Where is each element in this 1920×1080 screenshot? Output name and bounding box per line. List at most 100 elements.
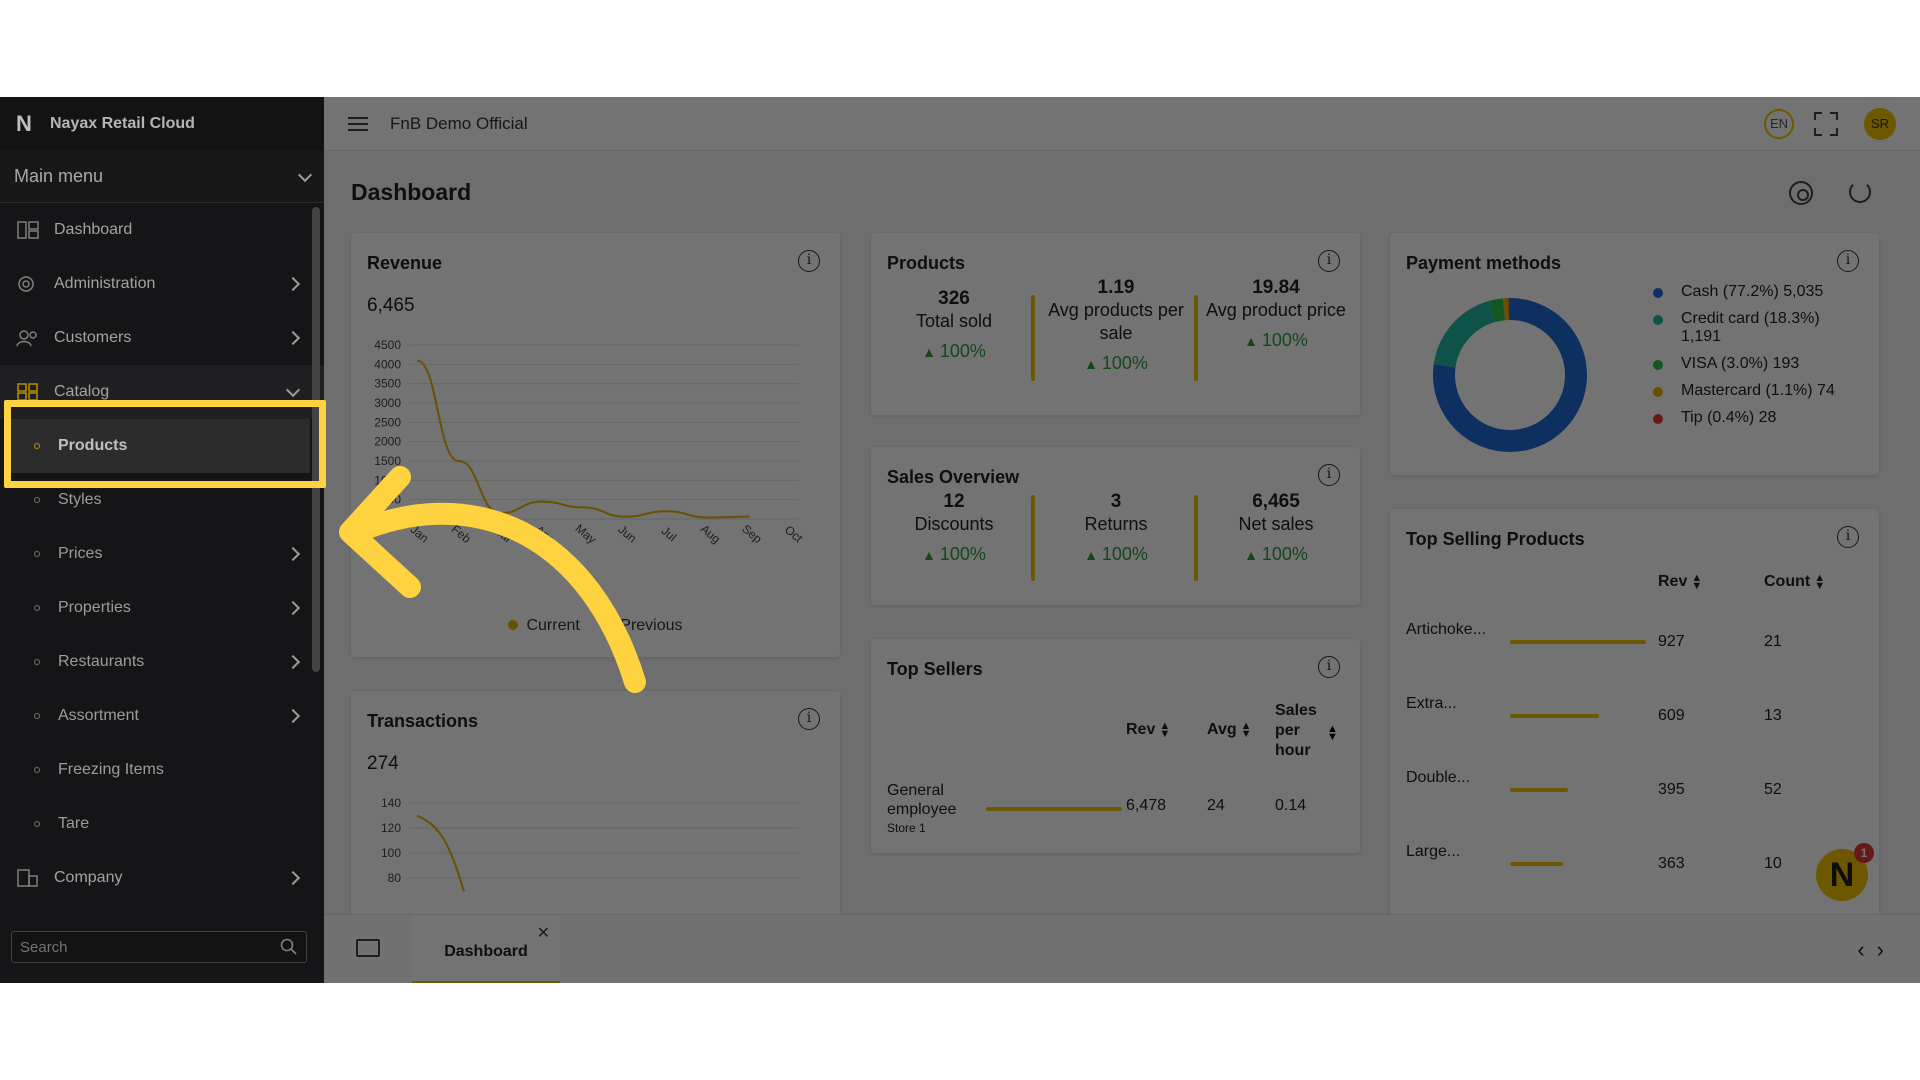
stat-change: 100% <box>1201 544 1351 565</box>
refresh-icon[interactable] <box>1849 181 1871 203</box>
main-menu-selector[interactable]: Main menu <box>0 151 324 203</box>
sidebar-scrollbar[interactable] <box>312 207 320 672</box>
x-tick-label: Sep <box>739 522 765 547</box>
seller-rev: 6,478 <box>1126 797 1167 814</box>
bullet-icon <box>34 767 40 773</box>
info-icon[interactable]: i <box>1318 464 1340 486</box>
y-tick-label: 120 <box>381 821 401 835</box>
info-icon[interactable]: i <box>1837 250 1859 272</box>
col-header-rev[interactable]: Rev ▲ ▼ <box>1658 572 1702 591</box>
x-tick-label: Oct <box>782 523 806 546</box>
payment-methods-card: Payment methods i Cash (77.2%) 5,035 Cre… <box>1390 233 1879 475</box>
stat-avg-products-per-sale: 1.19 Avg products per sale 100% <box>1036 277 1196 374</box>
fullscreen-icon[interactable] <box>1814 111 1838 136</box>
sidebar-item-company[interactable]: Company <box>0 851 324 905</box>
sidebar-subitem-properties[interactable]: Properties <box>0 581 324 635</box>
product-name: Extra... <box>1406 695 1457 712</box>
product-name: Large... <box>1406 843 1461 860</box>
sidebar-item-label: Administration <box>54 275 156 292</box>
col-header-sales-per-hour[interactable]: Sales per hour <box>1275 701 1323 761</box>
stat-label: Net sales <box>1238 514 1314 534</box>
info-icon[interactable]: i <box>1318 250 1340 272</box>
seller-store: Store 1 <box>887 821 926 835</box>
stat-change: 100% <box>1036 544 1196 565</box>
stat-label: Avg products per sale <box>1048 300 1184 343</box>
bullet-icon <box>34 443 40 449</box>
sidebar-item-dashboard[interactable]: Dashboard <box>0 203 324 257</box>
legend-swatch <box>1653 288 1663 298</box>
support-chat-button[interactable]: N 1 <box>1816 843 1874 901</box>
open-tabs-icon[interactable] <box>356 939 380 957</box>
info-icon[interactable]: i <box>1318 656 1340 678</box>
legend-swatch <box>1653 387 1663 397</box>
stat-value: 6,465 <box>1252 491 1300 512</box>
seller-avg: 24 <box>1207 797 1225 814</box>
transactions-total: 274 <box>367 753 399 774</box>
sidebar-subitem-label: Tare <box>58 815 90 832</box>
col-header-avg[interactable]: Avg ▲ ▼ <box>1207 720 1252 739</box>
sidebar-item-administration[interactable]: Administration <box>0 257 324 311</box>
sidebar-subitem-prices[interactable]: Prices <box>0 527 324 581</box>
stat-label: Returns <box>1084 514 1148 534</box>
sidebar-subitem-freezing-items[interactable]: Freezing Items <box>0 743 324 797</box>
sidebar-search-input[interactable]: Search <box>11 931 307 963</box>
bullet-icon <box>34 713 40 719</box>
language-switcher[interactable]: EN <box>1764 108 1794 139</box>
product-rev-bar <box>1510 788 1568 792</box>
chevron-down-icon <box>285 382 301 398</box>
info-icon[interactable]: i <box>1837 526 1859 548</box>
top-sellers-card: Top Sellers i Rev ▲ ▼ Avg ▲ ▼ Sales per hour… <box>871 639 1360 853</box>
stat-returns: 3 Returns 100% <box>1036 491 1196 565</box>
sidebar-subitem-label: Freezing Items <box>58 761 164 778</box>
product-name: Double... <box>1406 769 1471 786</box>
legend-row-mastercard: Mastercard (1.1%) 74 <box>1653 382 1863 400</box>
tab-pager-arrows[interactable]: ‹› <box>1857 937 1896 962</box>
chevron-right-icon <box>285 600 301 616</box>
stat-change: 100% <box>891 341 1017 362</box>
legend-label: VISA (3.0%) 193 <box>1681 355 1800 372</box>
stat-separator <box>1031 495 1035 581</box>
y-tick-label: 2500 <box>374 415 401 429</box>
chevron-right-icon <box>285 546 301 562</box>
sidebar-item-label: Catalog <box>54 383 110 400</box>
sort-icon: ▲ ▼ <box>1159 719 1171 740</box>
info-icon[interactable]: i <box>798 250 820 272</box>
settings-gear-icon[interactable] <box>1789 181 1813 205</box>
bullet-icon <box>34 551 40 557</box>
legend-swatch <box>1653 360 1663 370</box>
y-tick-label: 2000 <box>374 435 401 449</box>
y-tick-label: 3500 <box>374 377 401 391</box>
admin-gear-icon <box>18 276 34 292</box>
col-header-rev[interactable]: Rev ▲ ▼ <box>1126 719 1171 740</box>
series-line-transactions <box>416 814 465 893</box>
sidebar-subitem-products[interactable]: Products <box>10 419 310 473</box>
sidebar-search-placeholder: Search <box>20 938 68 956</box>
legend-label: Mastercard (1.1%) 74 <box>1681 382 1835 399</box>
legend-row-credit-card: Credit card (18.3%) 1,191 <box>1653 310 1863 346</box>
hamburger-menu-icon[interactable] <box>348 116 368 131</box>
sidebar-subitem-styles[interactable]: Styles <box>0 473 324 527</box>
sidebar-subitem-label: Assortment <box>58 707 139 724</box>
sidebar-item-catalog[interactable]: Catalog <box>0 365 324 419</box>
info-icon[interactable]: i <box>798 708 820 730</box>
sidebar-item-customers[interactable]: Customers <box>0 311 324 365</box>
sidebar-item-label: Company <box>54 869 123 886</box>
app-name: Nayax Retail Cloud <box>50 115 195 132</box>
user-avatar[interactable]: SR <box>1864 107 1896 140</box>
top-selling-products-card: Top Selling Products i Rev ▲ ▼ Count ▲ ▼ Art… <box>1390 509 1879 939</box>
transactions-card: Transactions i 274 140 120 100 80 <box>351 691 840 931</box>
sort-icon[interactable]: ▲ ▼ <box>1327 723 1338 743</box>
sidebar-subitem-restaurants[interactable]: Restaurants <box>0 635 324 689</box>
close-icon[interactable]: ✕ <box>536 925 550 942</box>
legend-label: Tip (0.4%) 28 <box>1681 409 1777 426</box>
notification-badge: 1 <box>1854 843 1874 863</box>
tab-dashboard[interactable]: Dashboard ✕ <box>412 915 560 983</box>
col-header-count[interactable]: Count ▲ ▼ <box>1764 572 1825 591</box>
payment-legend: Cash (77.2%) 5,035 Credit card (18.3%) 1… <box>1653 283 1863 436</box>
seller-rev-bar <box>986 807 1122 811</box>
chevron-down-icon <box>297 167 313 182</box>
transactions-chart: 140 120 100 80 <box>381 796 799 893</box>
sidebar-subitem-assortment[interactable]: Assortment <box>0 689 324 743</box>
sidebar-subitem-tare[interactable]: Tare <box>0 797 324 851</box>
payment-methods-title: Payment methods <box>1406 253 1562 273</box>
